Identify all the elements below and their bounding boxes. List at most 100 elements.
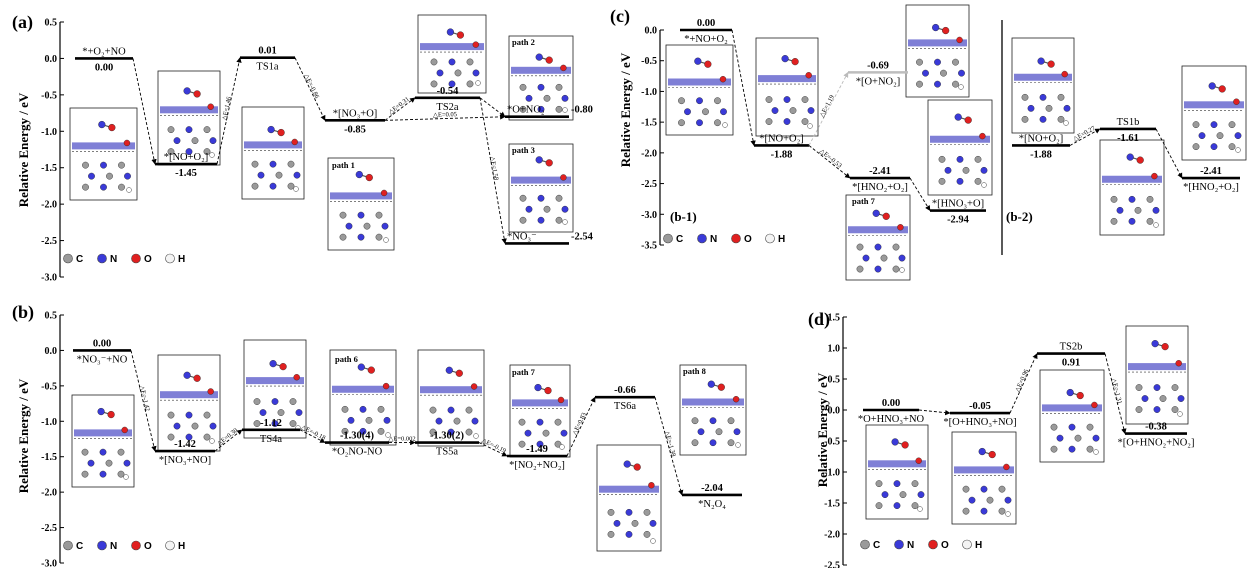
nitrogen-atom [537,83,545,91]
oxygen-atom [1091,401,1098,409]
carbon-atom [998,485,1006,493]
carbon-atom [277,409,285,416]
surface-slab [330,192,392,200]
level-value: -1.49 [526,444,548,455]
structure-inset [951,431,1017,525]
carbon-atom [962,166,970,174]
legend-label: H [778,234,785,245]
structure-inset [679,364,747,456]
structure-inset [157,354,221,452]
delta-e-label: △E=0.96 [1014,368,1031,393]
nitrogen-atom [381,222,389,230]
y-tick-label: 1.0 [828,344,841,355]
level-label: TS4a [260,434,283,445]
carbon-atom [856,243,864,251]
carbon-atom [289,398,297,405]
nitrogen-atom [613,519,621,527]
nitrogen-atom [1141,395,1149,402]
carbon-atom [81,470,89,478]
delta-e-label: △E=-1.42 [138,385,151,412]
carbon-atom [916,58,923,66]
delta-e-label: △E=0.27 [1072,125,1097,143]
hydrogen-atom [735,442,741,448]
legend-label: O [144,541,152,552]
nitrogen-atom [185,148,193,156]
nitrogen-atom [98,120,106,129]
level-label: TS6a [614,401,637,412]
panel-a [59,14,574,278]
y-tick-label: -3.0 [641,210,657,221]
path-label: path 6 [335,354,358,364]
legend-label: C [76,541,83,552]
nitrogen-atom [295,409,303,416]
structure-inset [509,364,571,458]
oxygen-atom [456,31,465,39]
oxygen-atom [732,396,740,403]
nitrogen-atom [446,28,455,36]
nitrogen-atom [471,417,479,425]
legend-swatch [962,539,972,550]
nitrogen-atom [694,57,702,65]
hydrogen-atom [559,444,565,450]
carbon-atom [275,171,283,179]
level-label: *[NO₂+NO₂] [509,460,565,471]
transition-arrow [654,397,684,496]
carbon-atom [801,96,809,103]
carbon-atom [962,485,970,493]
carbon-atom [543,94,551,102]
y-tick-label: -2.5 [824,561,840,568]
level-value: -0.05 [969,401,991,412]
surface-slab [420,43,484,51]
hydrogen-atom [473,433,479,439]
level-label: *N₂O₄ [698,499,726,510]
nitrogen-atom [944,166,952,174]
nitrogen-atom [807,107,815,114]
structure-inset [327,157,395,251]
transition-arrow [216,57,242,165]
hydrogen-atom [209,152,215,158]
carbon-atom [875,480,883,488]
surface-slab [930,135,990,143]
nitrogen-atom [956,177,964,185]
structure-inset [417,14,487,94]
legend-swatch [97,253,107,264]
carbon-atom [519,194,527,202]
carbon-atom [375,211,383,219]
carbon-atom [1086,445,1094,453]
nitrogen-atom [1037,57,1045,65]
nitrogen-atom [209,422,217,430]
transition-arrow [294,57,326,121]
nitrogen-atom [1152,206,1160,214]
transition-arrow [918,409,951,416]
nitrogen-atom [535,53,543,61]
oxygen-atom [1047,60,1055,68]
surface-slab [668,78,731,86]
hydrogen-atom [562,219,568,225]
legend-swatch [697,233,707,244]
carbon-atom [1171,384,1179,391]
level-label: TS5a [436,447,459,458]
delta-e-label: △E=-1.31 [1110,378,1123,405]
carbon-atom [1057,115,1065,123]
oxygen-atom [470,383,478,390]
hydrogen-atom [981,182,987,188]
surface-slab [1014,73,1072,81]
carbon-atom [375,233,383,241]
panel-label: (b) [12,302,34,323]
nitrogen-atom [269,360,277,368]
hydrogen-atom [209,438,215,444]
carbon-atom [519,105,527,113]
carbon-atom [678,97,685,105]
path-label: path 7 [852,196,876,206]
carbon-atom [253,398,261,405]
transition-arrow [479,97,506,118]
oxygen-atom [560,174,567,181]
carbon-atom [714,119,721,127]
oxygen-atom [633,463,641,471]
legend-label: H [178,254,185,265]
carbon-atom [253,420,261,427]
structure-inset [905,4,970,98]
surface-slab [1042,404,1102,412]
structure-inset [157,70,221,166]
hydrogen-atom [650,538,656,544]
